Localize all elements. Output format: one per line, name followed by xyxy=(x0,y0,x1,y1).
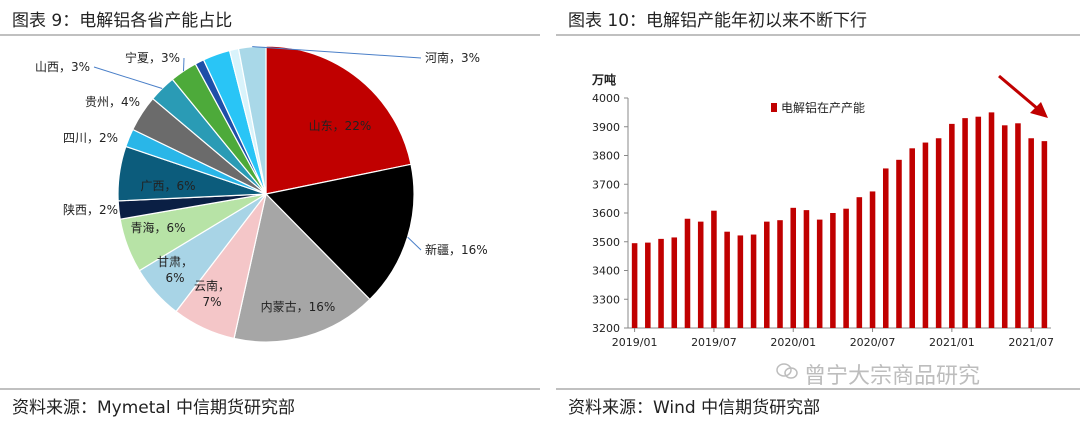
bar xyxy=(803,210,810,329)
bar xyxy=(711,210,717,328)
bar xyxy=(962,118,968,329)
pie-slice-label: 河南，3% xyxy=(425,50,480,65)
x-tick-label: 2021/07 xyxy=(1008,336,1054,349)
pie-slice-label: 山西，3% xyxy=(35,60,90,74)
bar xyxy=(764,221,770,329)
pie-slice-label: 广西，6% xyxy=(140,179,195,193)
bar xyxy=(975,116,982,328)
bar xyxy=(645,242,651,328)
wechat-icon xyxy=(776,363,798,379)
pie-slice-label: 6% xyxy=(165,271,184,285)
bar-chart: 3200 3300 3400 3500 3600 3700 3800 3900 4000 万吨 20… xyxy=(591,72,1054,349)
pie-leader-line xyxy=(407,236,422,251)
y-tick-label: 3800 xyxy=(592,150,620,163)
x-tick-label: 2021/01 xyxy=(929,336,975,349)
pie-slice-label: 宁夏，3% xyxy=(125,50,180,65)
bar-chart-source: 资料来源：Wind 中信期货研究部 xyxy=(568,398,821,418)
bar xyxy=(684,218,691,328)
bar xyxy=(909,148,915,328)
pie-slice xyxy=(233,192,371,343)
bar xyxy=(830,213,836,328)
bar-chart-title: 图表 10：电解铝产能年初以来不断下行 xyxy=(568,11,868,31)
pie-slice-label: 甘肃， xyxy=(157,255,193,269)
bar xyxy=(697,221,704,329)
x-tick-label: 2019/07 xyxy=(691,336,737,349)
x-tick-label: 2019/01 xyxy=(612,336,658,349)
bar xyxy=(843,208,849,328)
bar xyxy=(949,123,955,329)
bar xyxy=(816,219,823,328)
bar xyxy=(988,112,995,329)
bar xyxy=(790,207,797,328)
pie-chart-panel: 图表 9：电解铝各省产能占比 山东，22% 新疆，16% 内蒙古，16% 云南， 7% 甘… xyxy=(0,11,540,418)
bar xyxy=(1015,123,1021,328)
pie-slice xyxy=(265,45,412,195)
pie-slice-label: 山东，22% xyxy=(309,119,372,133)
watermark-text: 曾宁大宗商品研究 xyxy=(804,364,981,389)
x-tick-label: 2020/01 xyxy=(770,336,816,349)
y-tick-label: 3900 xyxy=(592,121,620,134)
bar xyxy=(1028,138,1034,328)
y-tick-label: 3300 xyxy=(592,293,620,306)
bar xyxy=(777,220,783,328)
bar xyxy=(737,235,744,328)
pie-leader-line xyxy=(183,57,185,72)
bar xyxy=(882,168,889,328)
bar xyxy=(856,197,863,328)
bar xyxy=(869,191,876,328)
bar xyxy=(631,243,638,328)
pie-chart: 山东，22% 新疆，16% 内蒙古，16% 云南， 7% 甘肃， 6% 青海，6% 陕西，2% 广… xyxy=(35,45,488,343)
bar xyxy=(724,231,730,328)
pie-slice-label: 云南， xyxy=(194,278,230,293)
pie-slice-label: 陕西，2% xyxy=(63,202,118,217)
bar xyxy=(658,238,664,329)
pie-slice-label: 四川，2% xyxy=(63,131,118,145)
bar xyxy=(1041,141,1048,329)
pie-slice-label: 新疆，16% xyxy=(425,242,488,257)
pie-leader-line xyxy=(252,46,422,59)
bar xyxy=(750,234,757,328)
legend-label: 电解铝在产产能 xyxy=(781,100,865,115)
pie-slice-label: 内蒙古，16% xyxy=(261,299,336,314)
y-tick-label: 4000 xyxy=(592,92,620,105)
bar xyxy=(935,138,942,328)
top-divider xyxy=(0,34,540,36)
pie-slice-label: 青海，6% xyxy=(130,220,185,235)
pie-slice-label: 贵州，4% xyxy=(85,95,140,109)
bar xyxy=(922,142,929,328)
pie-slice xyxy=(264,163,415,301)
bar xyxy=(671,237,678,328)
legend-swatch xyxy=(771,103,777,112)
pie-chart-title: 图表 9：电解铝各省产能占比 xyxy=(12,11,233,31)
y-tick-label: 3200 xyxy=(592,322,620,335)
bottom-divider xyxy=(556,388,1080,390)
y-tick-label: 3600 xyxy=(592,207,620,220)
y-tick-label: 3700 xyxy=(592,178,620,191)
bar-chart-panel: 图表 10：电解铝产能年初以来不断下行 3200 3300 3400 3500 3600… xyxy=(556,0,1080,426)
trend-arrowhead-icon xyxy=(1030,102,1048,118)
top-divider xyxy=(556,34,1080,36)
bottom-divider xyxy=(0,388,540,390)
y-tick-label: 3400 xyxy=(592,265,620,278)
bar xyxy=(896,159,902,328)
bar xyxy=(1001,125,1008,328)
pie-leader-line xyxy=(93,66,163,89)
x-tick-label: 2020/07 xyxy=(850,336,896,349)
y-unit-label: 万吨 xyxy=(591,72,616,87)
pie-slice-label: 7% xyxy=(202,295,221,309)
y-tick-label: 3500 xyxy=(592,236,620,249)
trend-arrow-icon xyxy=(998,74,1039,111)
pie-chart-source: 资料来源：Mymetal 中信期货研究部 xyxy=(12,398,295,418)
